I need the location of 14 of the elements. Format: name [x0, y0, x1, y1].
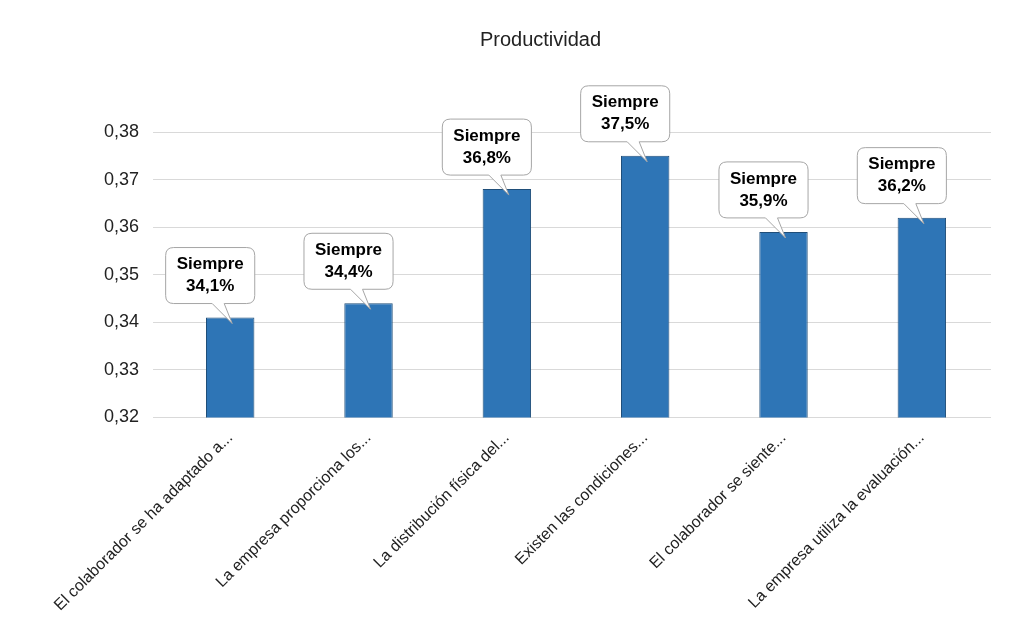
data-label: Siempre 36,8% — [453, 125, 521, 167]
data-label: Siempre 36,2% — [868, 154, 936, 196]
y-tick-label: 0,35 — [103, 263, 140, 284]
y-tick-label: 0,38 — [103, 120, 140, 141]
chart-title: Productividad — [479, 27, 602, 50]
y-tick-label: 0,37 — [103, 168, 140, 189]
y-tick-label: 0,32 — [103, 406, 140, 427]
data-label: Siempre 34,4% — [314, 239, 383, 281]
y-tick-label: 0,33 — [103, 358, 140, 379]
y-tick-label: 0,34 — [103, 311, 140, 332]
data-label: Siempre 35,9% — [729, 168, 798, 210]
data-label: Siempre 34,1% — [176, 254, 244, 296]
y-tick-label: 0,36 — [103, 216, 140, 237]
data-label: Siempre 37,5% — [591, 92, 659, 134]
